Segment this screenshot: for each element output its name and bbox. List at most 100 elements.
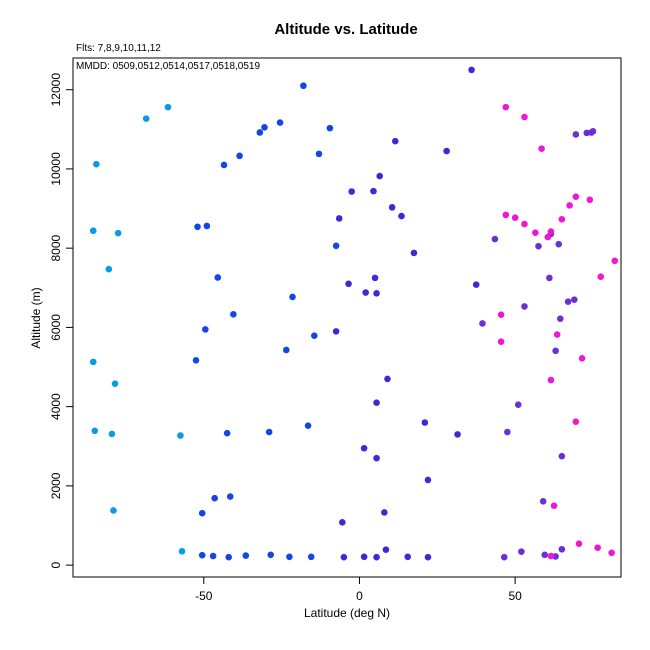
data-point — [326, 124, 334, 132]
data-point — [547, 552, 555, 560]
data-point — [111, 380, 119, 387]
data-point — [362, 289, 369, 296]
data-point — [265, 428, 273, 436]
data-point — [521, 113, 528, 121]
data-point — [443, 147, 450, 155]
data-point — [546, 274, 553, 282]
y-tick-label: 2000 — [49, 472, 63, 499]
data-point — [532, 229, 539, 237]
data-point — [572, 131, 580, 138]
data-point — [164, 103, 172, 111]
data-point — [203, 222, 211, 230]
data-point — [547, 228, 555, 235]
data-point — [286, 553, 293, 561]
x-tick-label: 0 — [356, 589, 363, 603]
data-point — [552, 347, 559, 355]
data-point — [373, 553, 380, 561]
data-point — [479, 320, 486, 327]
data-point — [611, 257, 619, 265]
data-point — [225, 553, 232, 561]
y-axis-label: Altitude (m) — [29, 287, 43, 348]
data-point — [553, 331, 561, 338]
data-point — [424, 476, 432, 484]
data-point — [332, 328, 340, 335]
data-point — [541, 551, 549, 559]
data-point — [572, 193, 580, 200]
data-point — [373, 290, 380, 297]
chart-annotation: MMDD: 0509,0512,0514,0517,0518,0519 — [76, 61, 260, 72]
data-point — [335, 215, 343, 222]
data-point — [223, 429, 231, 437]
x-tick-label: 50 — [508, 589, 522, 603]
data-point — [311, 332, 318, 340]
data-point — [550, 502, 558, 509]
data-points — [89, 66, 619, 561]
data-point — [242, 552, 250, 559]
data-point — [267, 551, 275, 559]
data-point — [502, 211, 510, 219]
x-axis: -50 0 50 — [195, 577, 522, 603]
data-point — [608, 549, 615, 557]
data-point — [410, 249, 418, 257]
data-point — [381, 509, 388, 516]
y-tick-label: 12000 — [49, 73, 63, 107]
data-point — [304, 422, 312, 429]
data-point — [192, 356, 200, 364]
data-point — [588, 129, 595, 136]
data-point — [198, 509, 206, 517]
y-tick-label: 8000 — [49, 234, 63, 261]
data-point — [572, 418, 580, 425]
data-point — [594, 544, 601, 551]
data-point — [256, 129, 264, 136]
data-point — [373, 399, 380, 406]
data-point — [535, 242, 542, 250]
data-point — [521, 303, 528, 310]
data-point — [360, 553, 368, 561]
data-point — [539, 498, 547, 505]
y-tick-label: 10000 — [49, 152, 63, 186]
data-point — [376, 172, 383, 180]
data-point — [421, 419, 429, 426]
data-point — [511, 214, 519, 221]
chart-subtitle: Flts: 7,8,9,10,11,12 — [76, 43, 161, 54]
data-point — [373, 454, 380, 462]
data-point — [521, 220, 528, 228]
data-point — [282, 346, 290, 354]
data-point — [371, 274, 379, 282]
data-point — [502, 103, 510, 111]
data-point — [504, 428, 511, 436]
data-point — [556, 315, 564, 322]
data-point — [315, 150, 323, 158]
data-point — [424, 553, 432, 561]
data-point — [108, 430, 116, 438]
data-point — [226, 493, 234, 500]
data-point — [558, 452, 566, 460]
data-point — [564, 298, 572, 305]
data-point — [566, 202, 573, 209]
data-point — [340, 553, 348, 561]
data-point — [558, 215, 566, 223]
data-point — [382, 546, 390, 553]
data-point — [391, 137, 399, 145]
y-tick-label: 6000 — [49, 314, 63, 341]
data-point — [211, 494, 218, 502]
data-point — [547, 376, 555, 384]
data-point — [558, 545, 566, 553]
data-point — [500, 553, 508, 561]
data-point — [454, 431, 461, 438]
data-point — [370, 187, 377, 195]
data-point — [198, 551, 206, 559]
data-point — [404, 553, 412, 561]
data-point — [332, 242, 340, 250]
data-point — [339, 519, 346, 526]
data-point — [110, 507, 117, 514]
data-point — [514, 401, 522, 408]
data-point — [289, 293, 296, 301]
data-point — [93, 160, 100, 168]
data-point — [518, 548, 525, 555]
data-point — [388, 204, 396, 211]
data-point — [202, 326, 209, 333]
data-point — [261, 124, 268, 131]
chart-title: Altitude vs. Latitude — [274, 21, 417, 38]
data-point — [307, 553, 315, 561]
